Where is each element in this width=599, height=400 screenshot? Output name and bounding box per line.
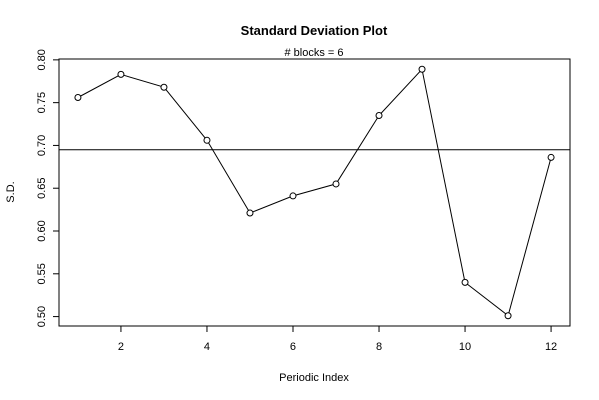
data-point — [74, 94, 82, 102]
x-tick-label: 10 — [459, 341, 471, 353]
data-point — [117, 70, 125, 78]
chart-title: Standard Deviation Plot — [241, 23, 388, 38]
y-tick-label: 0.70 — [36, 135, 48, 156]
data-point — [246, 209, 254, 217]
series-line — [77, 68, 552, 317]
data-point — [375, 111, 383, 119]
x-axis-label: Periodic Index — [279, 372, 349, 384]
x-tick-label: 2 — [118, 341, 124, 353]
plot-frame — [58, 58, 571, 327]
data-point — [547, 153, 555, 161]
y-tick-label: 0.65 — [36, 178, 48, 199]
x-tick-label: 12 — [545, 341, 557, 353]
x-tick-label: 6 — [290, 341, 296, 353]
data-point — [332, 180, 340, 188]
data-point — [160, 83, 168, 91]
y-axis-label: S.D. — [5, 181, 17, 202]
y-tick-label: 0.55 — [36, 263, 48, 284]
y-tick-label: 0.50 — [36, 306, 48, 327]
y-axis: 0.50 0.55 0.60 0.65 0.70 0.75 0.80 — [36, 49, 60, 327]
data-point — [203, 136, 211, 144]
x-tick-label: 4 — [204, 341, 210, 353]
chart-subtitle: # blocks = 6 — [284, 47, 343, 59]
x-tick-label: 8 — [376, 341, 382, 353]
y-tick-label: 0.60 — [36, 220, 48, 241]
y-tick-label: 0.80 — [36, 49, 48, 70]
data-points — [74, 65, 555, 320]
y-tick-label: 0.75 — [36, 92, 48, 113]
data-point — [418, 65, 426, 73]
data-point — [461, 278, 469, 286]
data-point — [504, 312, 512, 320]
x-axis: 2 4 6 8 10 12 — [118, 325, 557, 353]
data-point — [289, 192, 297, 200]
